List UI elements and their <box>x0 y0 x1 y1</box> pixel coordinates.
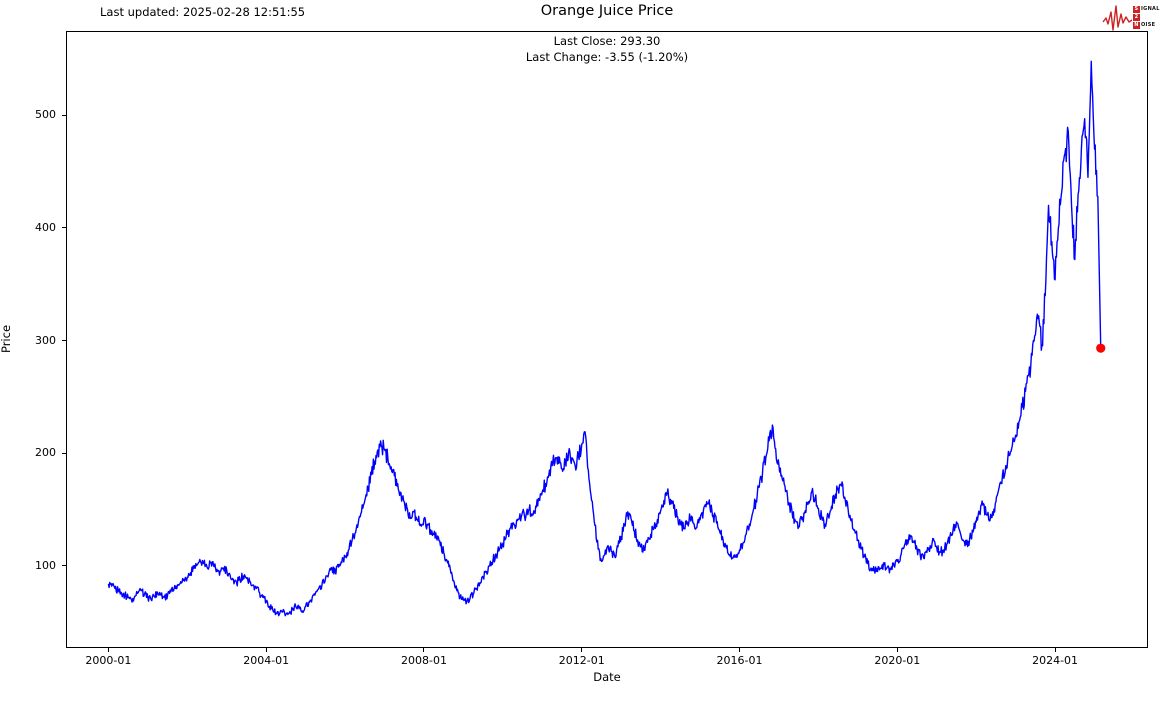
x-tick-label: 2012-01 <box>558 654 605 667</box>
logo-text: S IGNAL 2 N OISE <box>1132 5 1160 30</box>
logo-letter-s: S <box>1133 5 1140 13</box>
x-axis-label: Date <box>593 670 621 684</box>
chart-subtitle: Last Close: 293.30 Last Change: -3.55 (-… <box>66 33 1148 65</box>
plot-area <box>66 31 1148 648</box>
y-tick-label: 500 <box>35 108 56 122</box>
x-tick-label: 2024-01 <box>1032 654 1079 667</box>
x-tick <box>265 648 267 652</box>
logo-line-2: 2 <box>1133 13 1160 21</box>
y-tick-label: 200 <box>35 446 56 460</box>
y-tick-label: 300 <box>35 333 56 347</box>
x-tick-label: 2000-01 <box>85 654 132 667</box>
x-tick <box>896 648 898 652</box>
x-tick <box>107 648 109 652</box>
y-tick <box>62 565 66 567</box>
x-tick <box>423 648 425 652</box>
last-change-text: Last Change: -3.55 (-1.20%) <box>525 50 689 64</box>
price-series-path <box>107 60 1102 617</box>
logo-letter-n: N <box>1133 21 1140 29</box>
y-tick-label: 100 <box>35 558 56 572</box>
brand-logo: S IGNAL 2 N OISE <box>1102 2 1160 33</box>
y-tick <box>62 452 66 454</box>
x-tick <box>581 648 583 652</box>
ekg-waveform-icon <box>1102 4 1136 31</box>
chart-title: Orange Juice Price <box>540 3 674 19</box>
price-line-chart <box>107 60 1106 617</box>
x-tick-label: 2008-01 <box>400 654 447 667</box>
x-tick-label: 2016-01 <box>716 654 763 667</box>
last-close-text: Last Close: 293.30 <box>553 34 661 48</box>
x-tick-label: 2020-01 <box>874 654 921 667</box>
logo-line-signal: S IGNAL <box>1133 5 1160 13</box>
last-updated-text: Last updated: 2025-02-28 12:51:55 <box>100 5 306 19</box>
y-tick <box>62 227 66 229</box>
y-tick <box>62 114 66 116</box>
logo-letter-2: 2 <box>1133 13 1140 21</box>
x-tick-label: 2004-01 <box>243 654 290 667</box>
y-tick <box>62 340 66 342</box>
x-tick <box>1054 648 1056 652</box>
y-tick-label: 400 <box>35 220 56 234</box>
last-close-marker <box>1096 343 1106 353</box>
x-tick <box>739 648 741 652</box>
logo-line-noise: N OISE <box>1133 21 1156 29</box>
